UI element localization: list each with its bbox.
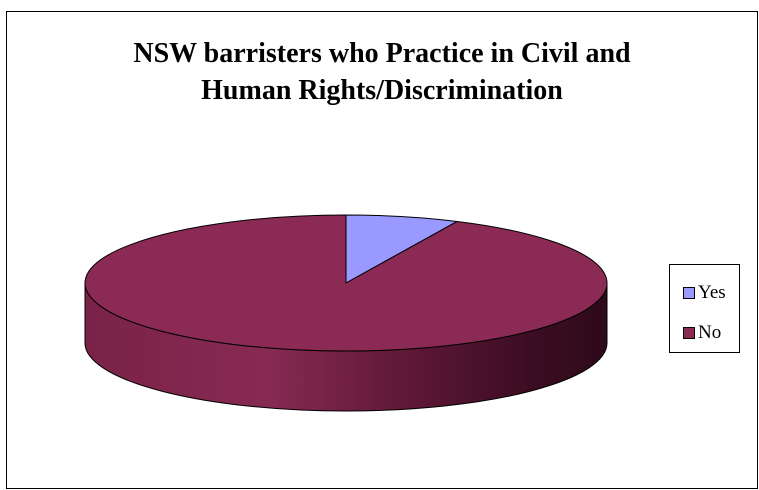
- legend-item-yes: Yes: [683, 282, 726, 304]
- chart-title: NSW barristers who Practice in Civil and…: [7, 35, 757, 109]
- pie-slice-yes: [345, 214, 458, 284]
- legend: Yes No: [669, 264, 740, 353]
- legend-item-no: No: [683, 322, 721, 344]
- chart-title-line-1: NSW barristers who Practice in Civil and: [133, 38, 631, 69]
- chart-title-line-2: Human Rights/Discrimination: [201, 75, 563, 106]
- legend-swatch-no: [683, 327, 695, 339]
- pie-slice-no: [84, 214, 608, 352]
- legend-label-yes: Yes: [698, 282, 726, 303]
- legend-label-no: No: [698, 322, 722, 343]
- legend-swatch-yes: [683, 287, 695, 299]
